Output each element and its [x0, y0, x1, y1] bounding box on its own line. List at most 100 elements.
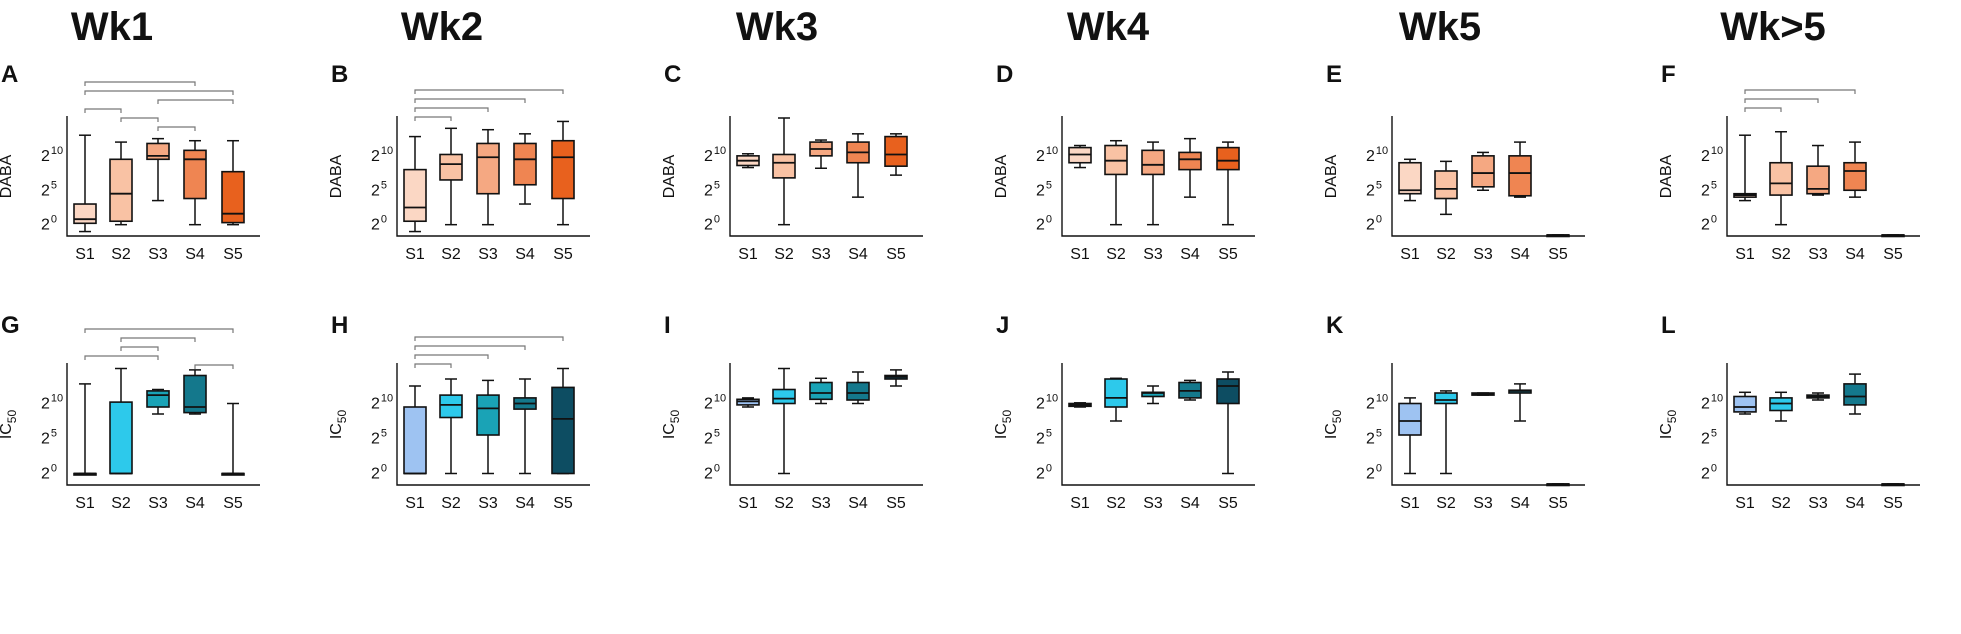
y-axis-label-subscript: 50 — [1665, 410, 1679, 424]
x-tick-label-s3: S3 — [1473, 495, 1493, 512]
panel-letter: B — [331, 61, 348, 88]
box-s5 — [1546, 483, 1570, 487]
x-tick-label-s3: S3 — [1143, 246, 1163, 263]
x-tick-label-s4: S4 — [1180, 495, 1200, 512]
box-iqr — [884, 135, 908, 167]
y-tick-base: 2 — [1701, 182, 1710, 199]
x-tick-label-s4: S4 — [1510, 246, 1530, 263]
box-s2 — [109, 367, 133, 475]
box-iqr — [221, 170, 245, 224]
box-iqr — [1398, 402, 1422, 436]
y-tick-base: 2 — [41, 217, 50, 234]
x-tick-label-s2: S2 — [111, 495, 131, 512]
x-tick-label-s3: S3 — [478, 246, 498, 263]
significance-bracket — [414, 363, 452, 368]
box-s5 — [1881, 234, 1905, 238]
box-s1 — [736, 397, 760, 408]
y-tick-base: 2 — [371, 431, 380, 448]
y-tick-label: 210 — [704, 145, 726, 165]
box-s2 — [1104, 139, 1128, 226]
box-s2 — [1434, 160, 1458, 216]
box-iqr — [1733, 395, 1757, 413]
y-tick-exponent: 5 — [381, 179, 387, 191]
x-tick-label-s4: S4 — [848, 246, 868, 263]
column-title-wk5: Wk5 — [1399, 5, 1481, 49]
y-tick-base: 2 — [704, 431, 713, 448]
significance-bracket — [414, 336, 564, 341]
box-s3 — [1141, 385, 1165, 405]
box-s1 — [73, 383, 97, 476]
x-tick-label-s5: S5 — [1883, 495, 1903, 512]
x-tick-label-s1: S1 — [1735, 495, 1755, 512]
x-tick-label-s5: S5 — [886, 246, 906, 263]
panel-letter: J — [996, 312, 1009, 339]
axis-lines — [729, 363, 923, 486]
y-tick-base: 2 — [1701, 396, 1710, 413]
significance-bracket — [414, 89, 564, 94]
x-tick-label-s4: S4 — [515, 495, 535, 512]
y-tick-exponent: 5 — [1046, 428, 1052, 440]
box-iqr — [109, 158, 133, 223]
box-iqr — [1471, 155, 1495, 188]
y-tick-exponent: 5 — [381, 428, 387, 440]
column-title-wkgt5: Wk>5 — [1720, 5, 1826, 49]
box-s2 — [439, 127, 463, 226]
significance-bracket — [414, 354, 489, 359]
y-tick-label: 25 — [41, 179, 57, 199]
y-tick-label: 210 — [1036, 145, 1058, 165]
y-tick-base: 2 — [1036, 431, 1045, 448]
box-iqr — [1769, 161, 1793, 196]
box-s5 — [1881, 483, 1905, 487]
y-axis-label-main: DABA — [328, 154, 345, 198]
y-axis-label-main: DABA — [1658, 154, 1675, 198]
box-s4 — [1178, 137, 1202, 198]
significance-bracket — [414, 116, 452, 121]
y-tick-base: 2 — [1366, 466, 1375, 483]
box-iqr — [1843, 161, 1867, 192]
y-axis-label-main: IC — [1658, 423, 1675, 439]
x-tick-label-s1: S1 — [1070, 246, 1090, 263]
y-axis-label-main: DABA — [0, 154, 15, 198]
y-tick-base: 2 — [1366, 148, 1375, 165]
y-axis-label: IC50 — [328, 410, 349, 440]
y-tick-base: 2 — [371, 396, 380, 413]
y-axis-label-main: DABA — [1323, 154, 1340, 198]
y-tick-exponent: 0 — [51, 463, 57, 475]
x-tick-label-s3: S3 — [478, 495, 498, 512]
box-iqr — [551, 139, 575, 200]
y-tick-exponent: 5 — [714, 428, 720, 440]
y-tick-label: 210 — [1701, 145, 1723, 165]
y-tick-exponent: 0 — [51, 214, 57, 226]
box-s4 — [846, 133, 870, 198]
x-tick-label-s5: S5 — [223, 495, 243, 512]
panel-letter: D — [996, 61, 1013, 88]
box-s1 — [403, 135, 427, 233]
box-s1 — [1068, 402, 1092, 408]
y-axis-label-main: IC — [0, 423, 15, 439]
box-s2 — [109, 141, 133, 226]
x-tick-label-s1: S1 — [75, 246, 95, 263]
y-tick-base: 2 — [371, 217, 380, 234]
axis-lines — [396, 116, 590, 237]
panel-letter: G — [1, 312, 20, 339]
x-tick-label-s2: S2 — [441, 246, 461, 263]
y-tick-label: 20 — [1366, 463, 1382, 483]
y-tick-exponent: 5 — [1711, 428, 1717, 440]
x-tick-label-s2: S2 — [1106, 246, 1126, 263]
y-tick-exponent: 0 — [381, 214, 387, 226]
y-tick-exponent: 0 — [381, 463, 387, 475]
box-s2 — [772, 117, 796, 226]
box-s1 — [1733, 134, 1757, 202]
x-tick-label-s1: S1 — [1735, 246, 1755, 263]
y-tick-base: 2 — [1366, 217, 1375, 234]
y-tick-exponent: 5 — [51, 428, 57, 440]
box-s5 — [884, 133, 908, 176]
x-tick-label-s5: S5 — [553, 246, 573, 263]
y-tick-base: 2 — [41, 431, 50, 448]
x-tick-label-s5: S5 — [886, 495, 906, 512]
box-s2 — [1434, 390, 1458, 475]
